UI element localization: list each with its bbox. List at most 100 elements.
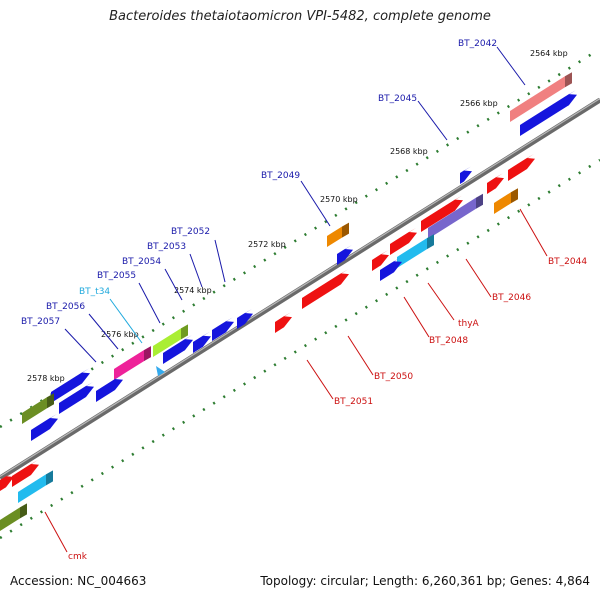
gene-bt-2045-block-front xyxy=(520,94,577,136)
gene-bt-2057a[interactable] xyxy=(96,375,123,402)
gene-label-bt-2045[interactable]: BT_2045 xyxy=(378,94,417,104)
gene-bt-2042-front xyxy=(510,76,565,122)
gene-bt-2056-front xyxy=(114,350,144,380)
gene-bt-2045-block[interactable] xyxy=(520,90,577,136)
gene-bt-2046-front xyxy=(428,197,476,239)
coord-label: 2566 kbp xyxy=(460,99,498,108)
forward-tick-track xyxy=(0,50,596,429)
gene-bt-2048b[interactable] xyxy=(390,228,417,255)
gene-bt-2058-front xyxy=(31,418,58,441)
leader-line xyxy=(109,298,143,344)
gene-bt-2044a-front xyxy=(487,177,504,194)
gene-bt-2049-front xyxy=(327,226,342,247)
gene-thya-front xyxy=(397,238,427,268)
gene-bt-t34[interactable] xyxy=(156,366,165,376)
leader-line xyxy=(300,180,331,227)
gene-cmk[interactable] xyxy=(18,470,53,503)
genome-summary-text: Topology: circular; Length: 6,260,361 bp… xyxy=(260,574,590,588)
gene-bt-2047[interactable] xyxy=(421,195,463,232)
gene-bt-2053[interactable] xyxy=(212,317,234,341)
map-title: Bacteroides thetaiotaomicron VPI-5482, c… xyxy=(109,9,491,24)
leader-line xyxy=(306,359,334,400)
gene-bt-2050-front xyxy=(302,273,349,309)
gene-bt-2044a[interactable] xyxy=(487,173,504,194)
gene-bt-2048-front xyxy=(380,261,402,281)
gene-bt-2057c-front xyxy=(51,372,90,403)
gene-label-bt-2050[interactable]: BT_2050 xyxy=(374,372,413,382)
gene-bt-2049b-front xyxy=(337,249,353,265)
gene-bt-2044b-front xyxy=(508,158,535,181)
gene-label-bt-2054[interactable]: BT_2054 xyxy=(122,257,161,267)
gene-bt-2055-side xyxy=(181,324,188,340)
gene-bt-2044c[interactable] xyxy=(494,188,518,214)
gene-olive-2[interactable] xyxy=(0,503,27,531)
gene-label-thya[interactable]: thyA xyxy=(458,319,480,329)
gene-label-bt-2056[interactable]: BT_2056 xyxy=(46,302,85,312)
gene-label-bt-2046[interactable]: BT_2046 xyxy=(492,293,531,303)
gene-label-bt-2053[interactable]: BT_2053 xyxy=(147,242,186,252)
gene-red-edge[interactable] xyxy=(0,472,14,491)
gene-bt-2052-front xyxy=(237,313,253,329)
leader-line xyxy=(189,253,203,288)
gene-bt-2057b[interactable] xyxy=(59,382,94,414)
gene-bt-2052[interactable] xyxy=(237,309,253,329)
leader-line xyxy=(64,328,97,363)
gene-bt-2046[interactable] xyxy=(428,193,483,239)
coord-label: 2576 kbp xyxy=(101,330,139,339)
gene-label-bt-2057[interactable]: BT_2057 xyxy=(21,317,60,327)
gene-label-bt-2055[interactable]: BT_2055 xyxy=(97,271,136,281)
gene-olive-2-front xyxy=(0,507,20,531)
gene-thya-side xyxy=(427,234,434,250)
gene-bt-2055-front xyxy=(153,328,181,357)
coord-label: 2568 kbp xyxy=(390,147,428,156)
gene-bt-2045[interactable] xyxy=(460,166,472,185)
gene-bt-2055b[interactable] xyxy=(163,335,193,364)
gene-features xyxy=(0,72,577,531)
gene-label-bt-2048[interactable]: BT_2048 xyxy=(429,336,468,346)
leader-line xyxy=(417,100,448,141)
gene-bt-2056[interactable] xyxy=(114,346,151,380)
gene-bt-2055[interactable] xyxy=(153,324,188,357)
gene-bt-2058[interactable] xyxy=(31,414,58,441)
leader-line xyxy=(347,335,374,376)
gene-bt-2049[interactable] xyxy=(327,222,349,247)
gene-bt-2042[interactable] xyxy=(510,72,572,122)
gene-bt-2048b-front xyxy=(390,232,417,255)
gene-bt-2055b-front xyxy=(163,339,193,364)
gene-bt-2044b[interactable] xyxy=(508,154,535,181)
gene-bt-2051[interactable] xyxy=(275,312,292,333)
gene-bt-2050[interactable] xyxy=(302,269,349,309)
gene-bt-2054[interactable] xyxy=(193,331,211,353)
gene-bt-2048[interactable] xyxy=(380,257,402,281)
gene-bt-2054-front xyxy=(193,335,211,353)
gene-bt-2042-side xyxy=(565,72,572,88)
gene-label-bt-2051[interactable]: BT_2051 xyxy=(334,397,373,407)
gene-label-bt-2042[interactable]: BT_2042 xyxy=(458,39,497,49)
gene-bt-2045-front xyxy=(460,170,472,184)
gene-bt-2049b[interactable] xyxy=(337,245,353,265)
gene-label-bt-2052[interactable]: BT_2052 xyxy=(171,227,210,237)
gene-cmk-front xyxy=(18,474,46,503)
leader-line xyxy=(403,296,430,338)
gene-olive-1[interactable] xyxy=(22,393,54,424)
coord-label: 2574 kbp xyxy=(174,286,212,295)
gene-bt-2048c[interactable] xyxy=(372,250,389,271)
coord-label: 2564 kbp xyxy=(530,49,568,58)
gene-thya[interactable] xyxy=(397,234,434,268)
genome-backbone xyxy=(0,97,600,481)
gene-label-cmk[interactable]: cmk xyxy=(68,552,88,562)
gene-olive-1-side xyxy=(47,393,54,409)
gene-bt-2057c[interactable] xyxy=(51,368,90,404)
coord-label: 2572 kbp xyxy=(248,240,286,249)
leader-line xyxy=(164,268,183,301)
gene-label-bt-2044[interactable]: BT_2044 xyxy=(548,257,587,267)
gene-leader-lines xyxy=(44,46,548,553)
gene-label-bt-t34[interactable]: BT_t34 xyxy=(79,287,110,297)
gene-cmk-b[interactable] xyxy=(12,460,39,487)
leader-line xyxy=(214,239,226,283)
gene-bt-2044c-side xyxy=(511,188,518,204)
gene-bt-2046-side xyxy=(476,193,483,209)
leader-line xyxy=(519,208,548,257)
gene-label-bt-2049[interactable]: BT_2049 xyxy=(261,171,300,181)
